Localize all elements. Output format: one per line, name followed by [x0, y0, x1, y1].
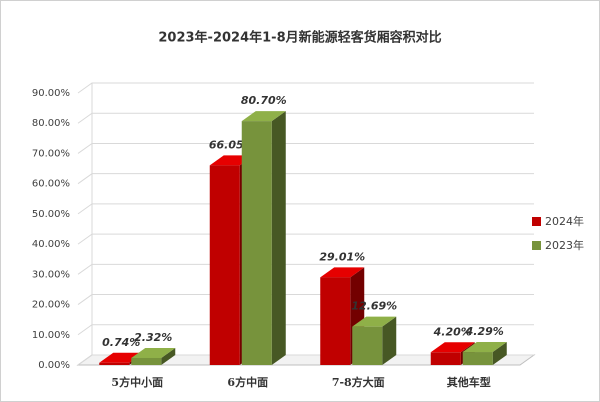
- value-label: 80.70%: [241, 94, 287, 107]
- value-label: 4.29%: [465, 325, 504, 338]
- x-tick-label: 6方中面: [227, 375, 268, 389]
- y-tick-label: 70.00%: [32, 148, 70, 159]
- y-tick-label: 50.00%: [32, 209, 70, 220]
- bar: [320, 277, 351, 365]
- bar: [209, 165, 240, 365]
- y-tick-label: 30.00%: [32, 269, 70, 280]
- y-tick-label: 0.00%: [38, 360, 70, 371]
- x-tick-label: 7-8方大面: [332, 375, 385, 389]
- bar: [241, 121, 272, 366]
- bar: [462, 352, 493, 365]
- y-tick-label: 20.00%: [32, 300, 70, 311]
- bar: [131, 357, 162, 365]
- grid-line: [77, 82, 534, 94]
- value-label: 29.01%: [319, 250, 365, 263]
- grid-line: [77, 142, 534, 154]
- value-label: 2.32%: [134, 331, 172, 344]
- value-label: 0.74%: [102, 336, 140, 349]
- y-tick-label: 40.00%: [32, 239, 70, 250]
- bar-top: [241, 111, 286, 122]
- x-tick-label: 5方中小面: [111, 375, 163, 389]
- bar-side: [382, 316, 397, 365]
- value-label: 4.20%: [433, 325, 472, 338]
- x-tick-label: 其他车型: [447, 375, 491, 389]
- grid-line: [77, 173, 534, 185]
- grid-line: [77, 112, 534, 124]
- grid-line: [77, 233, 534, 245]
- grid-line: [77, 263, 534, 275]
- bar-side: [271, 111, 286, 366]
- value-label: 12.69%: [351, 300, 397, 313]
- bar-top: [352, 316, 397, 327]
- bar-top: [462, 342, 507, 353]
- y-tick-label: 10.00%: [32, 330, 70, 341]
- bar: [430, 352, 461, 365]
- bar: [99, 362, 130, 365]
- y-tick-label: 60.00%: [32, 179, 70, 190]
- bar-side: [161, 347, 176, 365]
- y-tick-label: 90.00%: [32, 88, 70, 99]
- bar-top: [131, 347, 176, 358]
- bar: [352, 326, 383, 365]
- grid-line: [77, 294, 534, 305]
- legend-swatch: [532, 217, 541, 226]
- legend-label: 2024年: [545, 214, 584, 228]
- grid-line: [77, 203, 534, 215]
- legend-label: 2023年: [545, 238, 584, 252]
- chart-title: 2023年-2024年1-8月新能源轻客货厢容积对比: [158, 30, 441, 46]
- bar-side: [492, 342, 507, 365]
- y-tick-label: 80.00%: [32, 118, 70, 129]
- legend-swatch: [532, 241, 541, 250]
- bar-top: [430, 342, 475, 353]
- bar-top: [320, 267, 365, 278]
